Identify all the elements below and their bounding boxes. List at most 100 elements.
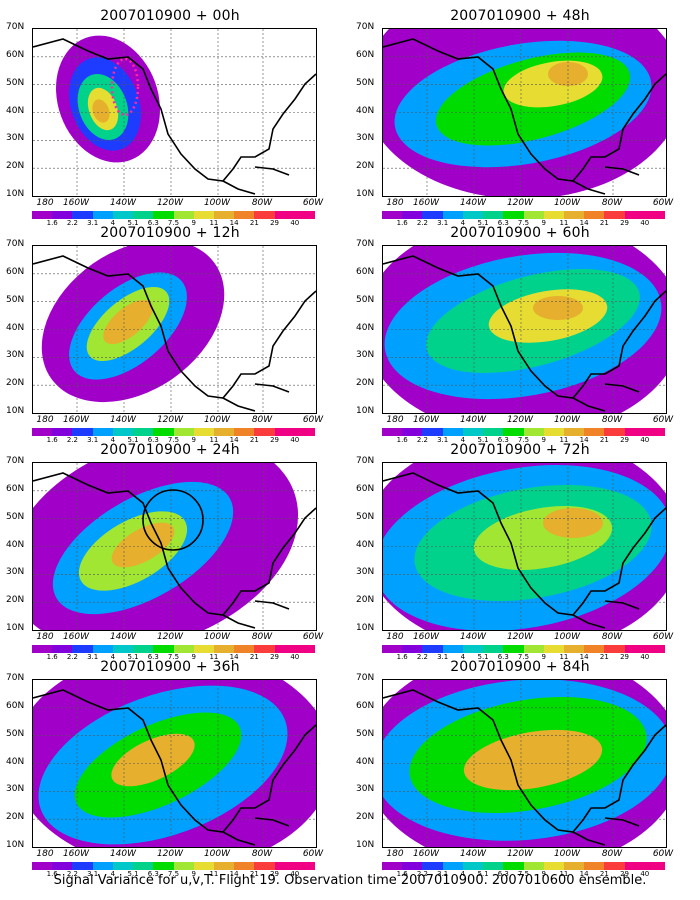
longitude-label: 80W <box>251 849 273 859</box>
colorbar-tick-label: 14 <box>229 653 239 661</box>
variance-contour <box>111 522 175 568</box>
colorbar-swatch <box>563 862 585 870</box>
coastline <box>33 38 316 182</box>
latitude-label: 30N <box>356 567 375 578</box>
map-panel: 2007010900 + 72h 70N 60N 50N 40N 30N 20N 10N 180… <box>350 442 690 661</box>
longitude-label: 140W <box>459 198 487 208</box>
latitude-label: 70N <box>6 673 25 683</box>
latitude-label: 20N <box>356 161 375 172</box>
colorbar-tick-label: 4 <box>460 653 466 661</box>
latitude-label: 10N <box>356 840 375 850</box>
longitude-label: 160W <box>62 632 90 642</box>
longitude-label: 100W <box>553 198 581 208</box>
colorbar-swatch <box>442 211 463 219</box>
colorbar-swatch <box>584 862 605 870</box>
colorbar-tick-label: 5.1 <box>127 219 139 227</box>
latitude-label: 40N <box>356 756 375 767</box>
colorbar-tick-label: 11 <box>209 219 219 227</box>
colorbar-tick-label: 3.1 <box>437 219 449 227</box>
colorbar-swatch <box>624 428 645 436</box>
colorbar-swatch <box>112 862 134 870</box>
colorbar-tick-label: 6.3 <box>147 653 159 661</box>
colorbar-swatch <box>584 211 605 219</box>
colorbar-swatch <box>193 428 214 436</box>
colorbar-swatch <box>563 428 585 436</box>
latitude-label: 60N <box>6 266 25 277</box>
colorbar-tick-label: 6.3 <box>147 870 159 878</box>
colorbar-swatch <box>32 428 53 436</box>
latitude-label: 20N <box>356 595 375 606</box>
longitude-label: 60W <box>652 415 674 425</box>
longitude-label: 100W <box>203 198 231 208</box>
colorbar-tick-label: 21 <box>249 870 259 878</box>
colorbar <box>32 428 316 436</box>
longitude-label: 140W <box>109 198 137 208</box>
longitude-label: 80W <box>601 415 623 425</box>
colorbar-swatch <box>52 645 73 653</box>
colorbar-tick-label: 2.2 <box>66 653 78 661</box>
figure-caption: Signal Variance for u,v,T. Flight 19. Ob… <box>53 873 647 888</box>
colorbar-tick-label: 5.1 <box>477 436 489 444</box>
latitude-label: 40N <box>6 105 25 116</box>
panel-title: 2007010900 + 00h <box>100 8 240 24</box>
colorbar-swatch <box>624 862 645 870</box>
colorbar-tick-label: 9 <box>541 436 546 444</box>
latitude-label: 40N <box>6 539 25 550</box>
colorbar-swatch <box>32 862 53 870</box>
colorbar-swatch <box>274 211 295 219</box>
longitude-label: 180 <box>386 849 404 859</box>
longitude-label: 80W <box>601 632 623 642</box>
colorbar <box>382 211 666 219</box>
colorbar-tick-label: 9 <box>541 219 546 227</box>
colorbar-swatch <box>604 211 625 219</box>
coastline <box>222 180 256 195</box>
latitude-label: 50N <box>6 77 25 88</box>
colorbar-tick-label: 14 <box>229 219 239 227</box>
variance-map <box>32 679 317 848</box>
latitude-label: 30N <box>6 133 25 144</box>
panel-title: 2007010900 + 12h <box>100 225 240 241</box>
colorbar-tick-label: 7.5 <box>167 436 180 444</box>
coastline <box>383 472 666 616</box>
variance-map <box>382 245 667 414</box>
colorbar-tick-label: 14 <box>229 870 239 878</box>
colorbar-tick-label: 7.5 <box>517 219 530 227</box>
colorbar-swatch <box>294 428 316 436</box>
latitude-label: 50N <box>6 728 25 739</box>
colorbar-swatch <box>72 211 93 219</box>
longitude-label: 80W <box>251 198 273 208</box>
colorbar-tick-label: 3.1 <box>437 436 449 444</box>
longitude-label: 120W <box>156 632 184 642</box>
colorbar-swatch <box>382 211 403 219</box>
colorbar-tick-label: 1.6 <box>46 436 58 444</box>
colorbar-tick-label: 14 <box>579 436 589 444</box>
colorbar-swatch <box>402 862 423 870</box>
colorbar-swatch <box>153 211 174 219</box>
longitude-label: 160W <box>412 849 440 859</box>
latitude-label: 70N <box>6 239 25 249</box>
colorbar-tick-label: 40 <box>640 436 650 444</box>
coastline <box>604 166 640 176</box>
map-panel: 2007010900 + 60h 70N 60N 50N 40N 30N 20N 10N 180… <box>350 225 690 444</box>
longitude-label: 100W <box>553 415 581 425</box>
colorbar-swatch <box>254 645 275 653</box>
colorbar-tick-label: 11 <box>559 870 569 878</box>
colorbar-tick-label: 5.1 <box>477 653 489 661</box>
colorbar-tick-label: 14 <box>579 653 589 661</box>
colorbar-tick-label: 40 <box>640 653 650 661</box>
panel-title: 2007010900 + 60h <box>450 225 590 241</box>
colorbar-tick-label: 29 <box>620 653 630 661</box>
colorbar-swatch <box>112 645 134 653</box>
colorbar-swatch <box>462 211 484 219</box>
colorbar-tick-label: 40 <box>290 219 300 227</box>
map-panel: 2007010900 + 48h 70N 60N 50N 40N 30N 20N 10N 180… <box>350 8 690 227</box>
coastline <box>383 38 666 182</box>
colorbar-tick-label: 21 <box>249 653 259 661</box>
colorbar-tick-label: 2.2 <box>66 436 78 444</box>
colorbar-swatch <box>523 211 544 219</box>
colorbar-swatch <box>173 428 194 436</box>
latitude-label: 30N <box>356 350 375 361</box>
longitude-label: 160W <box>62 415 90 425</box>
colorbar-swatch <box>213 645 235 653</box>
colorbar-swatch <box>462 428 484 436</box>
